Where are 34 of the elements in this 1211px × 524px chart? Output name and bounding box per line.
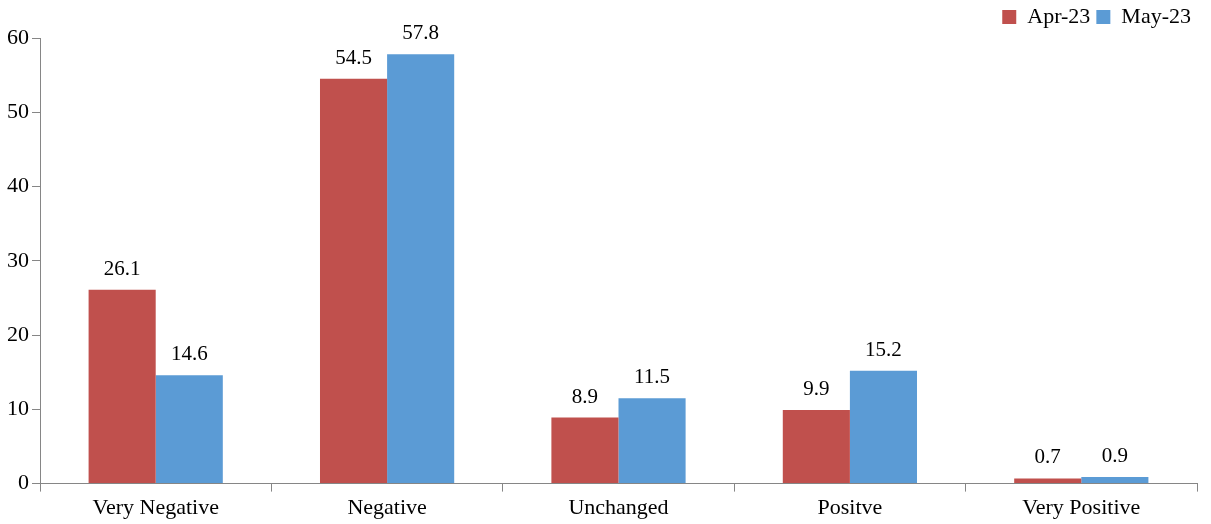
bar xyxy=(849,370,918,484)
data-label: 15.2 xyxy=(865,336,902,361)
data-label: 26.1 xyxy=(103,255,141,280)
data-label: 54.5 xyxy=(335,44,372,69)
x-tick-label: Unchanged xyxy=(568,493,669,519)
bar xyxy=(155,375,223,484)
data-label: 9.9 xyxy=(803,376,830,401)
x-tick-label: Positve xyxy=(817,493,883,519)
bar xyxy=(319,78,388,484)
legend-label: Apr-23 xyxy=(1027,2,1091,28)
data-label: 11.5 xyxy=(634,364,671,389)
x-tick-label: Very Positive xyxy=(1022,493,1141,519)
y-tick-label: 0 xyxy=(18,469,29,495)
y-tick-label: 60 xyxy=(7,23,29,49)
data-label: 14.6 xyxy=(170,341,208,366)
y-tick-label: 30 xyxy=(7,246,29,272)
data-label: 0.7 xyxy=(1034,444,1061,469)
data-label: 57.8 xyxy=(402,20,440,45)
bar xyxy=(782,410,850,484)
bar xyxy=(618,398,686,484)
bar xyxy=(1014,478,1082,484)
x-tick-label: Negative xyxy=(347,493,427,519)
data-label: 8.9 xyxy=(571,383,599,408)
x-tick-label: Very Negative xyxy=(92,493,219,519)
bar xyxy=(551,417,619,484)
legend-label: May-23 xyxy=(1121,2,1191,28)
bar xyxy=(387,54,455,484)
bar xyxy=(1081,476,1149,484)
bar xyxy=(88,289,156,484)
y-tick-label: 20 xyxy=(7,320,29,346)
y-tick-label: 10 xyxy=(7,395,29,421)
data-label: 0.9 xyxy=(1101,442,1128,467)
y-tick-label: 40 xyxy=(7,172,29,198)
y-tick-label: 50 xyxy=(7,98,29,124)
